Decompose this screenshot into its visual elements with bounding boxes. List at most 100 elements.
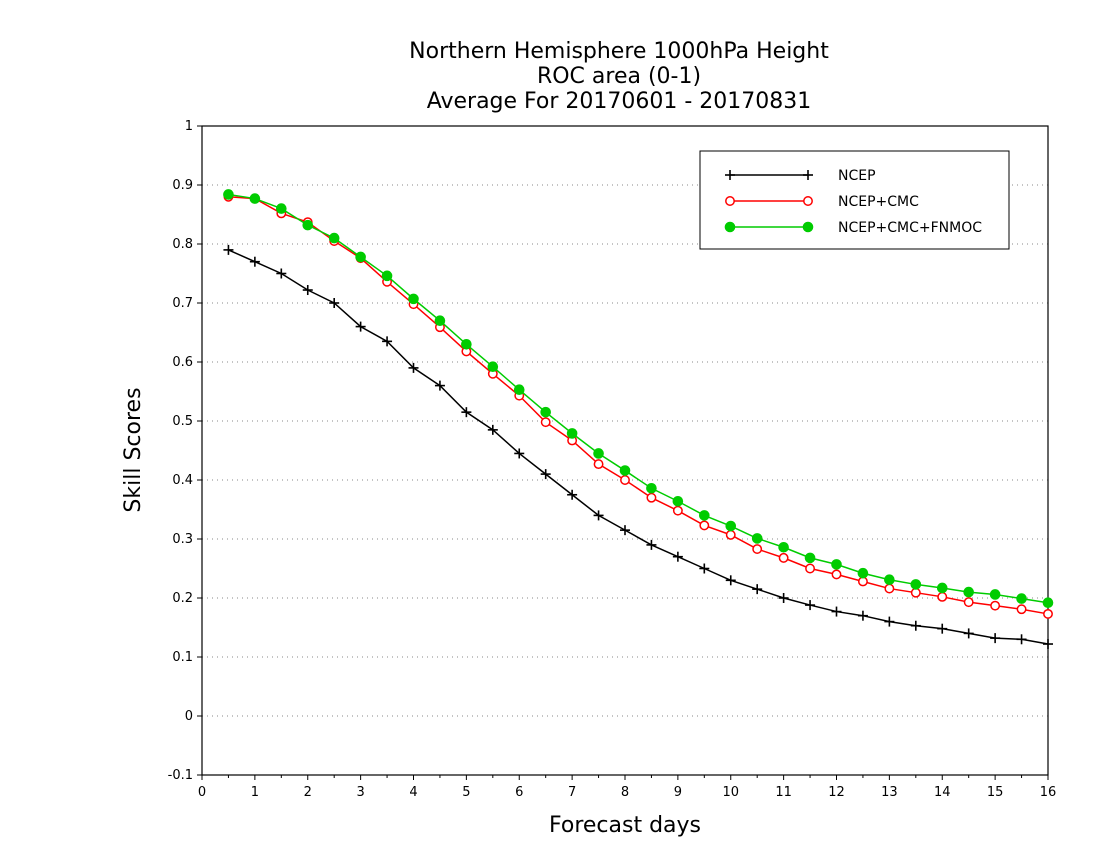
- filled-circle-marker: [513, 384, 525, 396]
- open-circle-marker: [725, 196, 735, 206]
- open-circle-marker: [803, 196, 813, 206]
- plus-marker: [434, 380, 445, 391]
- plus-marker: [672, 551, 683, 562]
- x-tick-label: 11: [775, 785, 792, 800]
- filled-circle-marker: [1042, 597, 1054, 609]
- filled-circle-marker: [936, 582, 948, 594]
- plus-marker: [382, 336, 393, 347]
- x-tick-label: 15: [987, 785, 1004, 800]
- y-tick-label: 0.9: [172, 178, 193, 193]
- y-tick-label: 1: [185, 119, 193, 134]
- open-circle-marker: [778, 552, 789, 563]
- open-circle-marker: [672, 505, 683, 516]
- legend-label: NCEP+CMC+FNMOC: [838, 220, 982, 236]
- plus-marker: [249, 256, 260, 267]
- filled-circle-marker: [699, 510, 710, 521]
- legend-box: [699, 150, 1010, 250]
- chart-title: Northern Hemisphere 1000hPa Height ROC a…: [409, 39, 829, 114]
- filled-circle-marker: [751, 533, 763, 544]
- filled-circle-marker: [381, 270, 393, 282]
- y-tick-label: -0.1: [168, 768, 193, 783]
- filled-circle-marker: [646, 482, 657, 494]
- filled-circle-marker: [593, 448, 604, 459]
- x-tick-label: 10: [722, 785, 739, 800]
- series-ncep: [223, 244, 1053, 650]
- filled-circle-marker: [778, 541, 789, 553]
- filled-circle-marker: [725, 520, 737, 532]
- x-tick-label: 5: [462, 785, 470, 800]
- legend-label: NCEP: [838, 168, 876, 184]
- open-circle-marker: [540, 417, 551, 428]
- series-line-ncep: [228, 249, 1049, 645]
- plus-marker: [302, 285, 313, 296]
- plus-marker: [803, 170, 813, 180]
- plus-marker: [408, 362, 419, 373]
- plus-marker: [963, 628, 974, 639]
- x-tick-label: 6: [515, 785, 523, 800]
- filled-circle-marker: [1016, 593, 1027, 604]
- filled-circle-marker: [619, 465, 631, 476]
- filled-circle-marker: [802, 221, 814, 233]
- plus-marker: [461, 407, 472, 418]
- plus-marker: [857, 610, 868, 621]
- y-tick-label: 0.7: [172, 296, 193, 311]
- plus-marker: [884, 616, 895, 627]
- filled-circle-marker: [355, 251, 366, 263]
- plus-marker: [567, 489, 578, 500]
- chart-title-line-2: ROC area (0-1): [537, 64, 701, 89]
- y-tick-label: 0.2: [172, 591, 193, 606]
- plus-marker: [805, 600, 816, 611]
- open-circle-marker: [1016, 604, 1027, 615]
- open-circle-marker: [990, 600, 1001, 611]
- filled-circle-marker: [223, 189, 234, 200]
- x-tick-label: 4: [409, 785, 417, 800]
- plus-marker: [223, 244, 234, 255]
- filled-circle-marker: [857, 567, 869, 579]
- open-circle-marker: [620, 475, 630, 485]
- x-tick-label: 14: [934, 785, 951, 800]
- filled-circle-marker: [434, 315, 446, 327]
- x-tick-label: 2: [304, 785, 312, 800]
- y-tick-label: 0.4: [172, 473, 193, 488]
- open-circle-marker: [699, 520, 710, 531]
- filled-circle-marker: [408, 293, 419, 305]
- plus-marker: [699, 563, 710, 574]
- legend-label: NCEP+CMC: [838, 194, 919, 210]
- plus-marker: [910, 620, 921, 631]
- x-tick-label: 1: [251, 785, 259, 800]
- filled-circle-marker: [540, 406, 551, 418]
- open-circle-marker: [857, 576, 868, 587]
- x-tick-label: 9: [674, 785, 682, 800]
- legend-entry-ncep-cmc: NCEP+CMC: [725, 194, 919, 210]
- series-line-ncep-cmc-fnmoc: [228, 193, 1049, 604]
- series-line-ncep-cmc: [228, 196, 1049, 615]
- filled-circle-marker: [804, 552, 816, 564]
- filled-circle-marker: [566, 428, 578, 439]
- plus-marker: [593, 510, 604, 521]
- filled-circle-marker: [249, 193, 261, 204]
- open-circle-marker: [910, 587, 921, 598]
- x-tick-label: 7: [568, 785, 576, 800]
- open-circle-marker: [646, 492, 657, 503]
- filled-circle-marker: [672, 495, 684, 507]
- chart-title-line-3: Average For 20170601 - 20170831: [427, 89, 812, 114]
- chart-title-line-1: Northern Hemisphere 1000hPa Height: [409, 39, 829, 64]
- y-tick-label: 0: [185, 709, 193, 724]
- filled-circle-marker: [910, 579, 922, 590]
- plus-marker: [646, 539, 657, 550]
- plus-marker: [514, 448, 525, 459]
- open-circle-marker: [725, 529, 736, 540]
- filled-circle-marker: [302, 219, 314, 231]
- series-ncep-cmc: [223, 191, 1053, 619]
- plus-marker: [540, 469, 551, 480]
- x-tick-label: 3: [356, 785, 364, 800]
- axis-ticks: -0.100.10.20.30.40.50.60.70.80.910 1 2 3 4 5 6…: [168, 119, 1057, 800]
- data-series: [223, 189, 1054, 650]
- plus-marker: [725, 575, 736, 586]
- x-tick-label: 0: [198, 785, 206, 800]
- y-tick-label: 0.6: [172, 355, 193, 370]
- y-axis-title: Skill Scores: [121, 387, 146, 512]
- y-tick-label: 0.1: [172, 650, 193, 665]
- plus-marker: [355, 321, 366, 332]
- x-tick-label: 8: [621, 785, 629, 800]
